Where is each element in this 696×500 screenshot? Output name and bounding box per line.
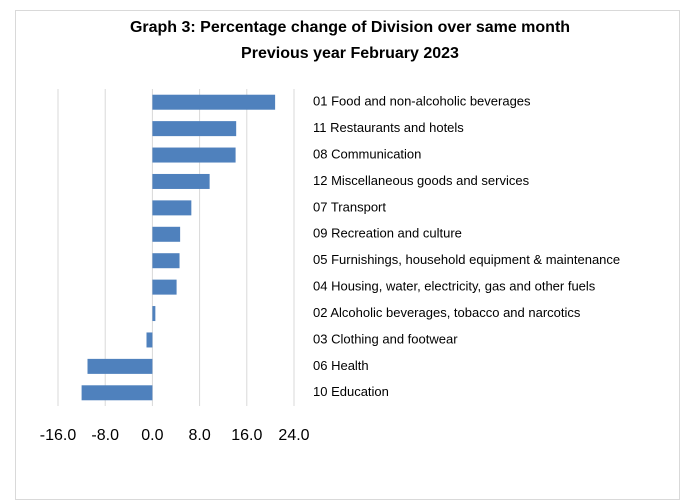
category-label: 08 Communication (313, 146, 421, 161)
x-tick-label: 0.0 (141, 427, 163, 444)
category-label: 04 Housing, water, electricity, gas and … (313, 279, 596, 294)
x-tick-label: -16.0 (40, 427, 77, 444)
chart-border (15, 10, 680, 500)
bar (152, 121, 237, 137)
bar (152, 279, 177, 295)
x-tick-label: 16.0 (231, 427, 262, 444)
category-label: 03 Clothing and footwear (313, 331, 458, 346)
bar (152, 253, 180, 269)
bar (146, 332, 153, 348)
category-label: 07 Transport (313, 199, 386, 214)
bar (152, 306, 156, 322)
bar (152, 94, 276, 110)
category-label: 05 Furnishings, household equipment & ma… (313, 252, 620, 267)
bar (87, 358, 153, 374)
category-label: 02 Alcoholic beverages, tobacco and narc… (313, 305, 581, 320)
x-tick-label: 8.0 (188, 427, 210, 444)
category-label: 11 Restaurants and hotels (313, 120, 464, 135)
chart-subtitle: Previous year February 2023 (241, 45, 459, 62)
category-label: 09 Recreation and culture (313, 226, 462, 241)
category-label: 10 Education (313, 384, 389, 399)
bar (152, 226, 181, 242)
category-label: 06 Health (313, 358, 369, 373)
bar (81, 385, 153, 401)
chart-title: Graph 3: Percentage change of Division o… (130, 19, 570, 36)
bar (152, 173, 210, 189)
x-tick-label: 24.0 (278, 427, 309, 444)
category-label: 01 Food and non-alcoholic beverages (313, 94, 531, 109)
category-label: 12 Miscellaneous goods and services (313, 173, 530, 188)
bar (152, 200, 192, 216)
x-tick-label: -8.0 (91, 427, 119, 444)
bar (152, 147, 236, 163)
